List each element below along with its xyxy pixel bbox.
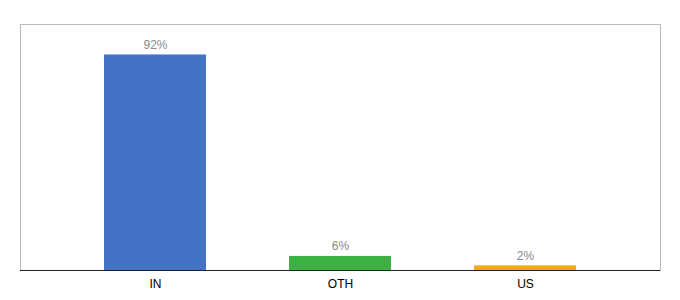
svg-text:US: US	[517, 277, 534, 291]
svg-text:OTH: OTH	[328, 277, 353, 291]
svg-text:92%: 92%	[143, 38, 167, 52]
svg-text:2%: 2%	[517, 249, 535, 263]
svg-text:6%: 6%	[332, 239, 350, 253]
svg-text:IN: IN	[150, 277, 162, 291]
